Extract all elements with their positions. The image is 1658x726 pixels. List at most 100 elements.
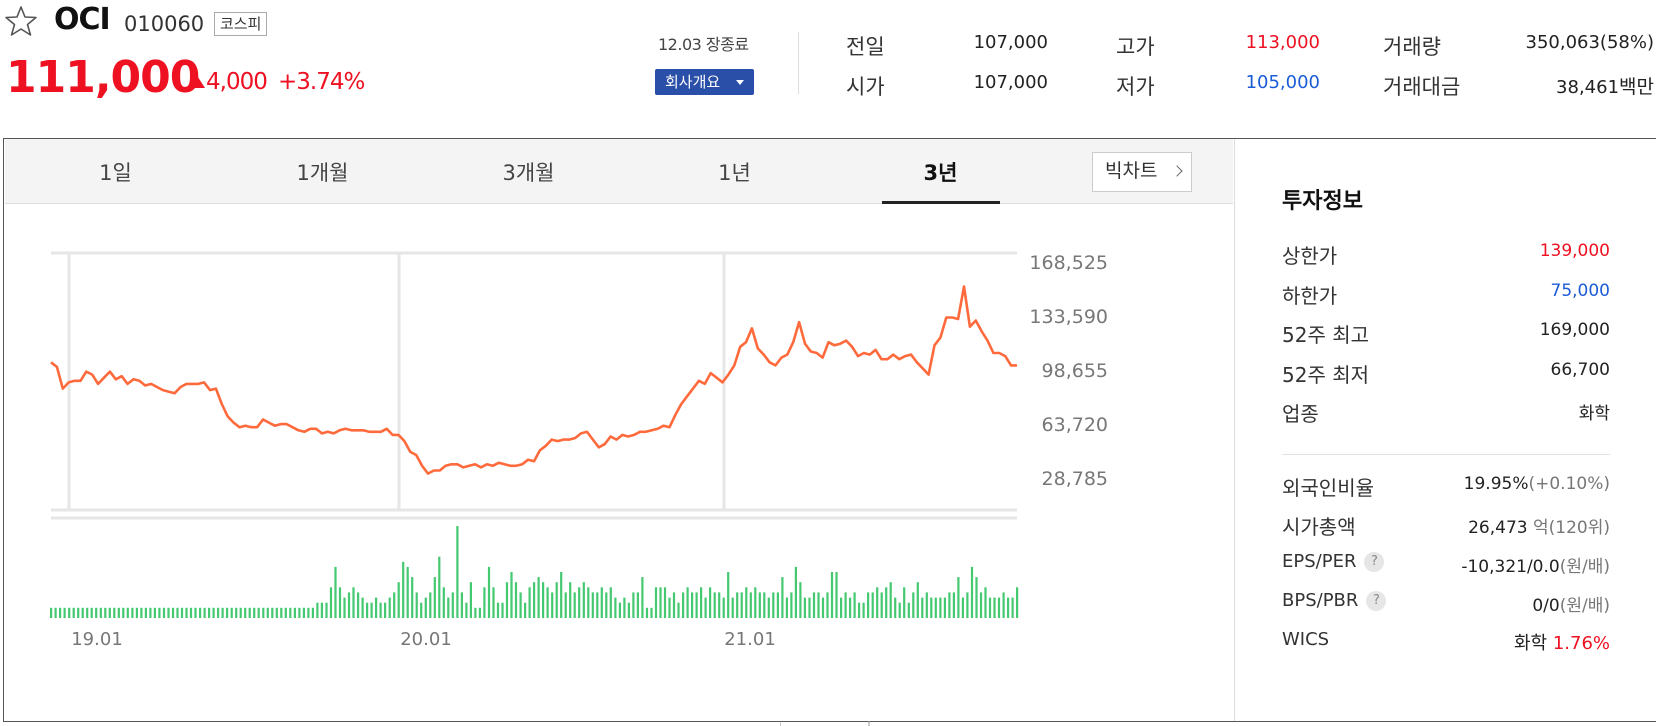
volume-bar (496, 602, 500, 618)
volume-bar (140, 607, 143, 618)
bps-pbr-unit: (원/배) (1559, 596, 1610, 616)
volume-bar (528, 587, 531, 618)
tab-3year[interactable]: 3년 (923, 161, 958, 185)
help-icon[interactable]: ? (1364, 552, 1385, 572)
wics-sector: 화학 (1513, 633, 1548, 654)
volume-bar (727, 572, 730, 618)
volume-bar (406, 566, 409, 618)
stock-code: 010060 (124, 12, 205, 36)
company-info-button[interactable]: 회사개요 (655, 69, 754, 95)
volume-bar (1007, 597, 1010, 618)
stock-name: OCI (54, 2, 111, 37)
volume-bar (185, 607, 188, 618)
volume-bar (77, 607, 80, 618)
volume-bar (257, 607, 260, 618)
volume-bar (239, 607, 242, 618)
volume-bar (636, 592, 639, 618)
volume-bar (650, 607, 653, 618)
volume-bar (817, 592, 820, 618)
week52-high-value: 169,000 (1539, 320, 1610, 340)
industry-label: 업종 (1282, 402, 1319, 426)
low-value: 105,000 (1245, 72, 1320, 93)
volume-bar (903, 587, 906, 618)
volume-bar (1011, 597, 1014, 618)
volume-bar (1002, 592, 1005, 618)
tab-1year[interactable]: 1년 (718, 161, 751, 185)
prev-close-label: 전일 (846, 35, 885, 59)
divider (798, 32, 799, 94)
volume-bar (63, 607, 66, 618)
low-label: 저가 (1116, 75, 1155, 99)
volume-bar (501, 602, 504, 618)
volume-bar (997, 597, 1001, 618)
x-tick-label: 20.01 (400, 629, 452, 650)
volume-bar (144, 607, 147, 618)
tab-3month[interactable]: 3개월 (502, 161, 555, 185)
volume-bar (533, 582, 536, 618)
tab-1month[interactable]: 1개월 (296, 161, 349, 185)
volume-bar (478, 607, 481, 618)
volume-bar (95, 607, 98, 618)
investment-info: 투자정보 상한가 139,000 하한가 75,000 52주 최고 169,0… (1234, 139, 1656, 721)
volume-bar (492, 587, 495, 618)
volume-bar (767, 597, 770, 618)
volume-bar (375, 597, 378, 618)
price-chart[interactable]: 168,525 133,590 98,655 63,720 28,785 19.01 20.… (4, 139, 1234, 723)
volume-bar (90, 607, 93, 618)
market-cap-unit: 억(120위) (1533, 518, 1610, 538)
bps-pbr-value: 0/0(원/배) (1532, 591, 1610, 616)
bps-pbr-number: 0/0 (1532, 596, 1560, 616)
prev-close-value: 107,000 (973, 32, 1048, 53)
market-cap-number: 26,473 (1468, 518, 1528, 538)
volume-bar (397, 582, 400, 618)
volume-bar (149, 607, 152, 618)
volume-bar (271, 607, 274, 618)
bigchart-button[interactable]: 빅차트 (1092, 152, 1192, 192)
divider (1282, 454, 1610, 455)
volume-bar (203, 607, 206, 618)
volume-bar (627, 602, 630, 618)
volume-bar (979, 592, 983, 618)
volume-bar (993, 597, 996, 618)
upper-limit-label: 상한가 (1282, 244, 1338, 268)
volume-bar (50, 607, 53, 618)
volume-bar (812, 592, 816, 618)
volume-bar (284, 607, 287, 618)
volume-bar (474, 607, 477, 618)
volume-bar (840, 597, 843, 618)
volume-bar (830, 572, 834, 618)
volume-bar (876, 587, 879, 618)
volume-bar (465, 602, 468, 618)
volume-bar (135, 607, 138, 618)
volume-bar (460, 592, 463, 618)
x-tick-label: 19.01 (71, 629, 123, 650)
tab-1day[interactable]: 1일 (99, 161, 132, 185)
volume-bar (758, 592, 761, 618)
volume-bar (370, 602, 373, 618)
volume-bar (668, 597, 671, 618)
eps-per-value: -10,321/0.0(원/배) (1461, 552, 1610, 577)
week52-high-label: 52주 최고 (1282, 323, 1370, 347)
volume-bar (645, 607, 649, 618)
volume-bar (898, 602, 901, 618)
company-info-label: 회사개요 (665, 73, 721, 91)
volume-bar (510, 572, 513, 618)
high-value: 113,000 (1245, 32, 1320, 53)
volume-bar (772, 592, 775, 618)
volume-bar (659, 587, 662, 618)
volume-bar (519, 592, 522, 618)
favorite-star-icon[interactable] (4, 4, 38, 38)
wics-value: 화학 1.76% (1514, 629, 1610, 655)
volume-bar (537, 577, 540, 618)
volume-bar (117, 607, 120, 618)
volume-bar (221, 607, 224, 618)
volume-bar (582, 582, 585, 618)
volume-bar (682, 592, 685, 618)
volume-bar (415, 592, 418, 618)
price-change-rate: +3.74% (278, 69, 365, 95)
volume-bar (384, 602, 387, 618)
volume-bar (289, 607, 292, 618)
help-icon[interactable]: ? (1366, 591, 1387, 611)
volume-bar (524, 602, 527, 618)
volume-bar (108, 607, 111, 618)
